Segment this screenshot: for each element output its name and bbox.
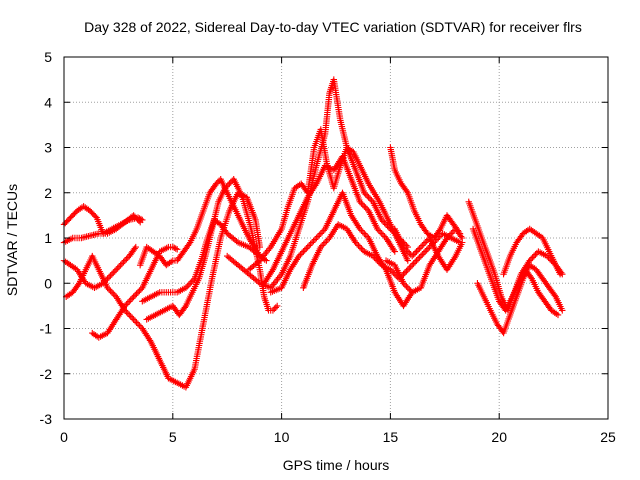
series-track-19 — [474, 261, 566, 337]
x-tick-label: 5 — [169, 429, 177, 445]
x-axis-label: GPS time / hours — [283, 457, 390, 473]
point-markers — [387, 144, 464, 242]
series-track-6 — [136, 176, 263, 269]
y-tick-label: 2 — [44, 185, 52, 201]
point-markers — [500, 225, 564, 278]
point-markers — [469, 225, 562, 319]
y-tick-label: -2 — [40, 366, 53, 382]
y-axis-ticks: -3 -2 -1 0 1 2 3 4 5 — [40, 49, 608, 427]
series-track-18 — [469, 225, 562, 319]
y-tick-label: 1 — [44, 230, 52, 246]
y-tick-label: -1 — [40, 321, 53, 337]
series-track-20 — [500, 225, 564, 278]
point-markers — [136, 176, 263, 269]
point-markers — [62, 189, 263, 391]
y-axis-label: SDTVAR / TECUs — [4, 184, 20, 296]
x-tick-label: 20 — [491, 429, 507, 445]
chart-title: Day 328 of 2022, Sidereal Day-to-day VTE… — [84, 19, 582, 35]
x-axis-ticks: 0 5 10 15 20 25 — [60, 57, 616, 445]
point-markers — [89, 243, 181, 341]
x-tick-label: 0 — [60, 429, 68, 445]
point-markers — [260, 153, 398, 287]
point-markers — [245, 126, 411, 273]
series-track-5 — [89, 243, 181, 341]
series-track-16 — [391, 225, 466, 273]
series-track-10 — [245, 126, 411, 273]
series-track-8 — [143, 176, 281, 323]
y-tick-label: 4 — [44, 94, 52, 110]
series-track-4 — [62, 189, 263, 391]
data-points — [60, 76, 566, 391]
y-tick-label: 0 — [44, 275, 52, 291]
point-markers — [391, 225, 466, 273]
point-markers — [474, 261, 566, 337]
series-track-14 — [387, 144, 464, 242]
y-tick-label: -3 — [40, 411, 53, 427]
x-tick-label: 15 — [383, 429, 399, 445]
x-tick-label: 10 — [274, 429, 290, 445]
point-markers — [143, 176, 281, 323]
y-tick-label: 5 — [44, 49, 52, 65]
y-tick-label: 3 — [44, 140, 52, 156]
series-track-11 — [260, 153, 398, 287]
x-tick-label: 25 — [600, 429, 616, 445]
